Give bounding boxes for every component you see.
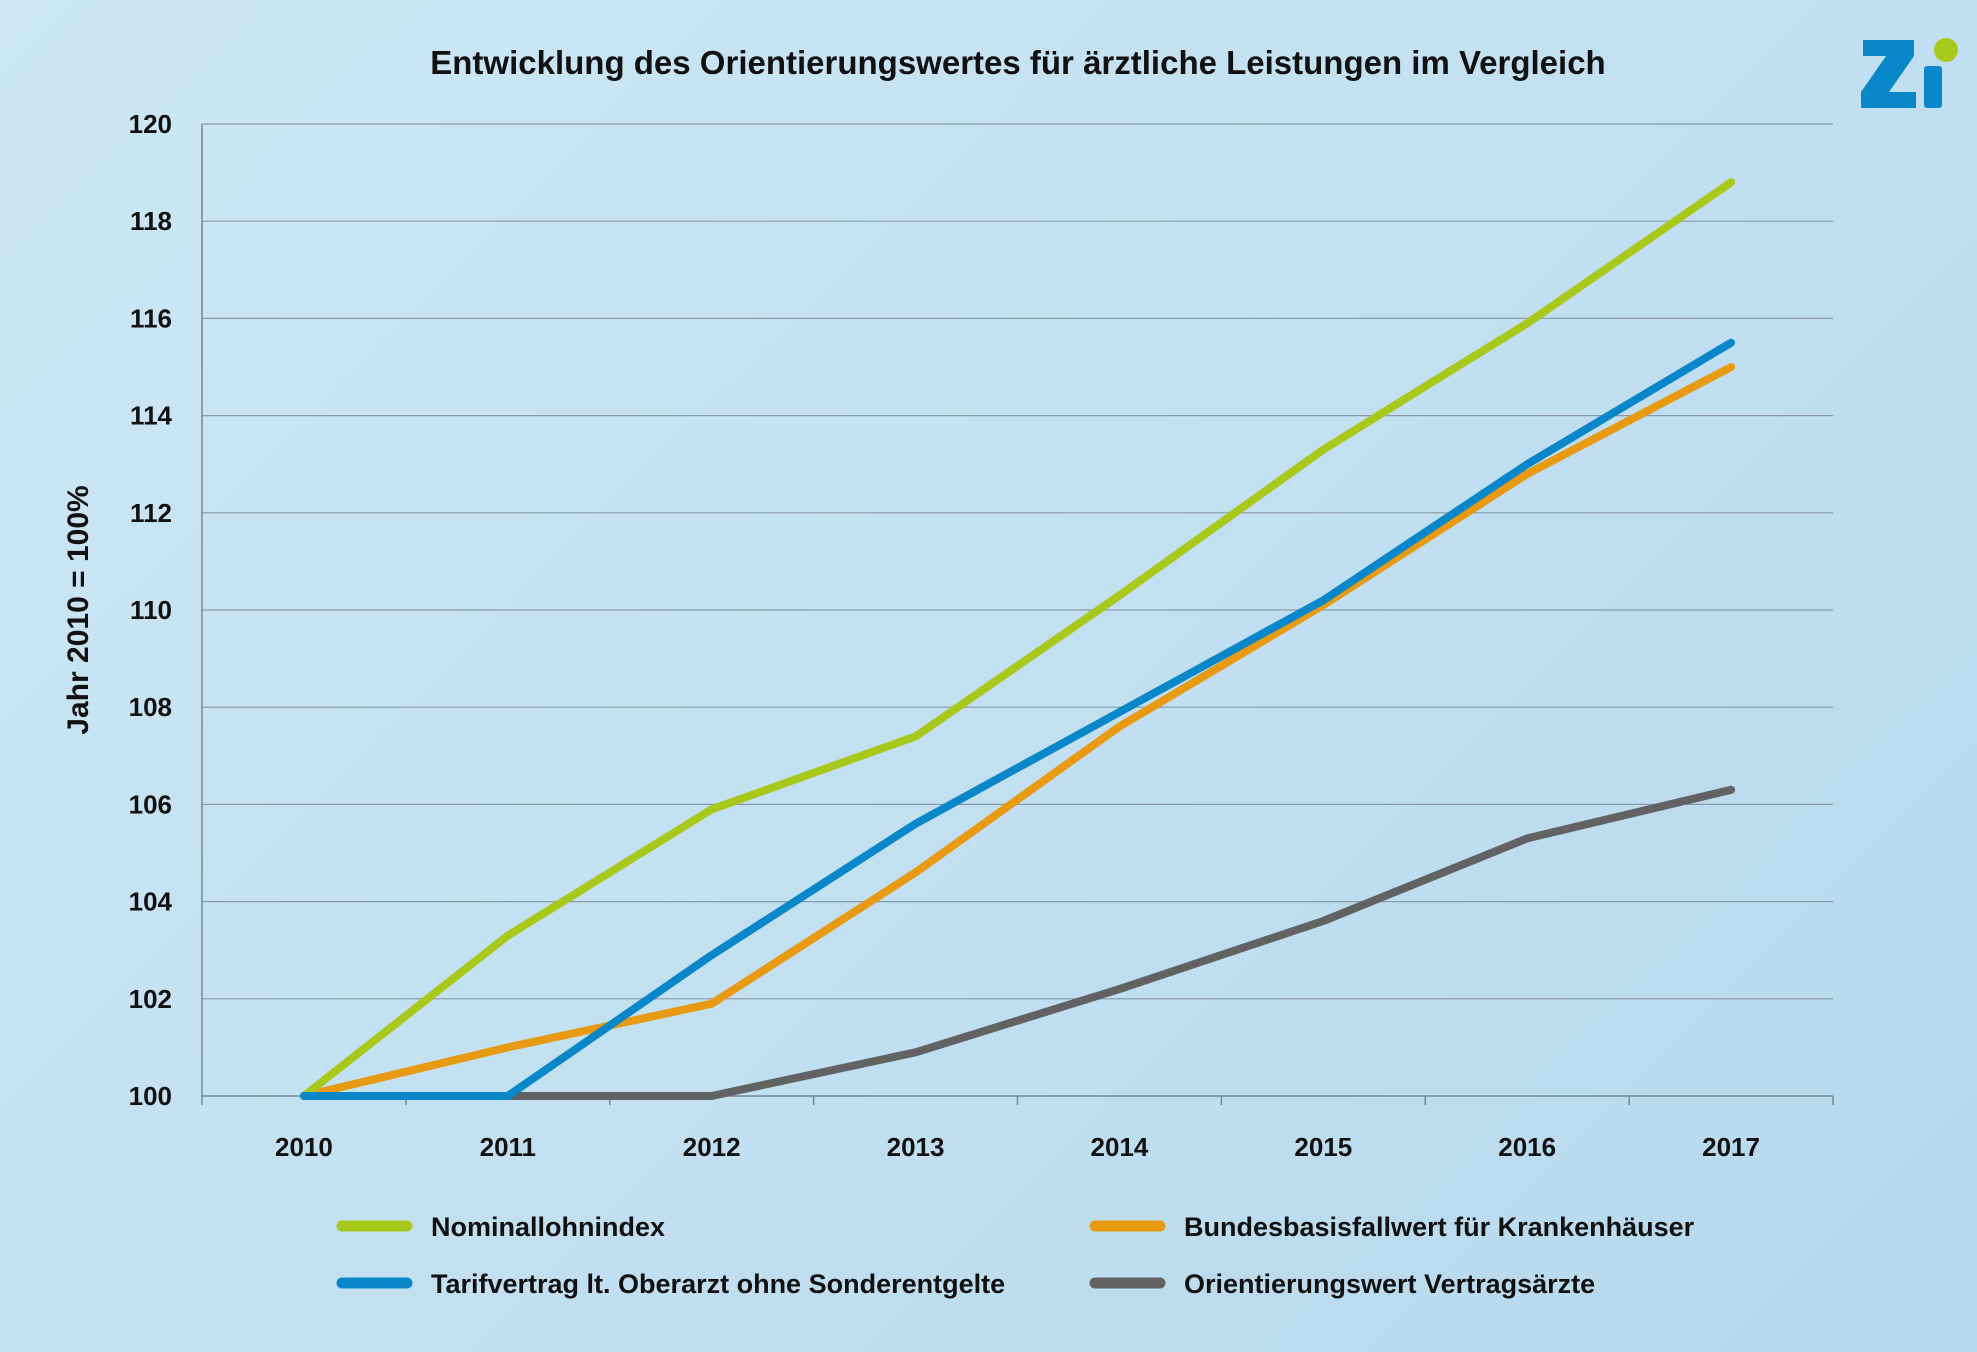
y-tick-118: 118	[130, 206, 172, 236]
y-tick-120: 120	[129, 109, 172, 139]
zi-logo	[1861, 38, 1958, 108]
y-tick-116: 116	[130, 303, 172, 333]
x-axis-ticks: 2010 2011 2012 2013 2014 2015 2016 2017	[275, 1132, 1760, 1162]
x-tick-2017: 2017	[1702, 1132, 1760, 1162]
y-tick-110: 110	[130, 595, 172, 625]
legend-label-3: Tarifvertrag lt. Oberarzt ohne Sonderent…	[431, 1269, 1005, 1299]
logo-letter-z	[1861, 40, 1916, 108]
y-tick-106: 106	[129, 789, 172, 819]
gridlines	[202, 123, 1833, 1000]
logo-letter-i-stem	[1924, 66, 1942, 108]
y-tick-104: 104	[129, 887, 173, 917]
x-tick-2014: 2014	[1091, 1132, 1149, 1162]
x-tick-2010: 2010	[275, 1132, 333, 1162]
legend: Nominallohnindex Bundesbasisfallwert für …	[336, 1212, 1695, 1299]
y-axis-ticks: 100 102 104 106 108 110 112 114 116 118 120	[129, 109, 173, 1111]
x-tick-2015: 2015	[1294, 1132, 1352, 1162]
series-lines	[299, 178, 1736, 1100]
legend-label-2: Bundesbasisfallwert für Krankenhäuser	[1184, 1212, 1695, 1242]
y-axis-label: Jahr 2010 = 100%	[62, 485, 95, 734]
x-axis	[201, 124, 1834, 1105]
y-tick-100: 100	[129, 1081, 172, 1111]
x-tick-2012: 2012	[683, 1132, 741, 1162]
logo-dot	[1934, 38, 1958, 62]
legend-label-4: Orientierungswert Vertragsärzte	[1184, 1269, 1595, 1299]
x-tick-2011: 2011	[480, 1132, 536, 1162]
series-line-2	[299, 363, 1736, 1100]
y-tick-112: 112	[130, 498, 172, 528]
x-tick-2013: 2013	[887, 1132, 945, 1162]
y-tick-108: 108	[129, 692, 172, 722]
series-line-3	[299, 338, 1736, 1100]
series-line-1	[299, 178, 1736, 1100]
y-tick-102: 102	[129, 984, 172, 1014]
chart-title: Entwicklung des Orientierungswertes für …	[430, 44, 1605, 81]
y-tick-114: 114	[130, 401, 172, 431]
series-line-4	[299, 785, 1736, 1100]
legend-label-1: Nominallohnindex	[431, 1212, 665, 1242]
x-tick-2016: 2016	[1498, 1132, 1556, 1162]
